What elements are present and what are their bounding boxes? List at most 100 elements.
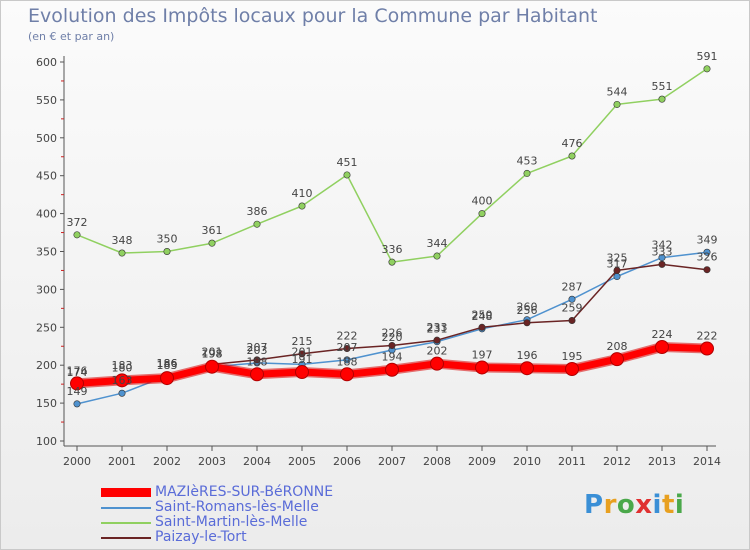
data-label: 591: [697, 50, 718, 63]
logo-letter: t: [661, 490, 675, 520]
data-label: 224: [652, 328, 673, 341]
data-point: [478, 210, 486, 218]
data-label: 361: [202, 224, 223, 237]
data-label: 326: [697, 251, 718, 264]
x-tick-label: 2005: [288, 455, 316, 468]
data-point: [208, 239, 216, 247]
data-point: [658, 260, 666, 268]
data-point: [388, 341, 396, 349]
data-point: [343, 171, 351, 179]
data-point: [613, 273, 621, 281]
logo-letter: x: [635, 490, 653, 520]
data-point: [655, 340, 669, 355]
data-point: [388, 258, 396, 266]
data-label: 201: [202, 345, 223, 358]
y-tick-label: 250: [36, 321, 57, 334]
data-point: [610, 352, 624, 367]
data-label: 176: [67, 364, 88, 377]
data-label: 349: [697, 233, 718, 246]
data-point: [568, 152, 576, 160]
data-point: [73, 231, 81, 239]
logo-letter: o: [616, 490, 636, 520]
data-label: 317: [607, 258, 628, 271]
data-point: [205, 359, 219, 374]
data-label: 163: [112, 374, 133, 387]
data-point: [433, 336, 441, 344]
y-tick-label: 550: [36, 94, 57, 107]
data-point: [118, 389, 126, 397]
data-point: [115, 373, 129, 388]
data-label: 197: [472, 348, 493, 361]
data-label: 195: [562, 350, 583, 363]
y-tick-label: 150: [36, 397, 57, 410]
data-label: 188: [247, 355, 268, 368]
data-point: [253, 356, 261, 364]
data-label: 250: [472, 308, 493, 321]
data-label: 222: [337, 330, 358, 343]
x-tick-label: 2001: [108, 455, 136, 468]
data-point: [73, 400, 81, 408]
legend: MAZIèRES-SUR-BéRONNE Saint-Romans-lès-Me…: [101, 485, 333, 545]
data-label: 208: [607, 340, 628, 353]
legend-item-mazieres: MAZIèRES-SUR-BéRONNE: [101, 485, 333, 500]
data-label: 544: [607, 85, 628, 98]
data-point: [430, 356, 444, 371]
data-label: 476: [562, 137, 583, 150]
data-point: [343, 345, 351, 353]
data-point: [565, 361, 579, 376]
data-point: [520, 361, 534, 376]
x-tick-label: 2013: [648, 455, 676, 468]
data-label: 149: [67, 385, 88, 398]
logo-letter: P: [584, 490, 604, 520]
data-label: 348: [112, 234, 133, 247]
chart-title: Evolution des Impôts locaux pour la Comm…: [28, 5, 598, 27]
data-point: [658, 254, 666, 262]
data-label: 400: [472, 195, 493, 208]
y-tick-label: 400: [36, 208, 57, 221]
data-label: 344: [427, 237, 448, 250]
x-tick-label: 2000: [63, 455, 91, 468]
y-tick-label: 600: [36, 56, 57, 69]
legend-item-saint-martin: Saint-Martin-lès-Melle: [101, 515, 333, 530]
logo-letter: i: [652, 490, 662, 520]
legend-label-paizay: Paizay-le-Tort: [155, 529, 247, 545]
data-point: [340, 367, 354, 382]
legend-swatch-saint-romans: [101, 506, 151, 509]
data-label: 186: [157, 357, 178, 370]
data-label: 231: [427, 323, 448, 336]
x-tick-label: 2012: [603, 455, 631, 468]
data-label: 196: [517, 349, 538, 362]
data-point: [568, 316, 576, 324]
data-label: 226: [382, 326, 403, 339]
legend-swatch-paizay: [101, 536, 151, 539]
legend-swatch-saint-martin: [101, 521, 151, 524]
data-label: 233: [427, 321, 448, 334]
data-label: 350: [157, 233, 178, 246]
data-point: [253, 220, 261, 228]
data-label: 198: [202, 348, 223, 361]
data-point: [700, 341, 714, 356]
data-point: [163, 248, 171, 256]
data-label: 260: [517, 301, 538, 314]
data-label: 188: [337, 355, 358, 368]
x-tick-label: 2002: [153, 455, 181, 468]
x-tick-label: 2008: [423, 455, 451, 468]
data-point: [70, 376, 84, 391]
legend-swatch-mazieres: [101, 488, 151, 497]
data-label: 256: [517, 304, 538, 317]
legend-label-mazieres: MAZIèRES-SUR-BéRONNE: [155, 484, 334, 500]
x-tick-label: 2010: [513, 455, 541, 468]
data-point: [295, 365, 309, 380]
data-point: [118, 249, 126, 257]
data-label: 248: [472, 310, 493, 323]
data-label: 453: [517, 154, 538, 167]
data-point: [523, 169, 531, 177]
data-point: [478, 323, 486, 331]
x-tick-label: 2004: [243, 455, 271, 468]
y-tick-label: 200: [36, 359, 57, 372]
data-label: 183: [112, 359, 133, 372]
data-point: [298, 202, 306, 210]
x-tick-label: 2011: [558, 455, 586, 468]
logo-letter: i: [674, 490, 685, 520]
